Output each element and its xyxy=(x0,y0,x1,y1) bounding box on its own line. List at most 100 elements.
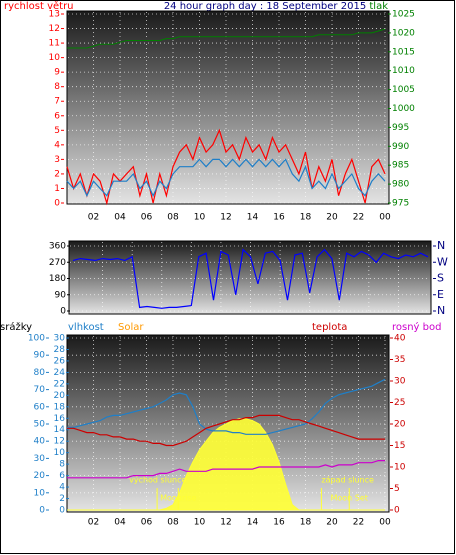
annotation: Moon Set xyxy=(330,494,367,503)
y-tick-label: E xyxy=(437,288,444,301)
y-tick-label: 100 xyxy=(28,334,45,344)
y-tick-label: 12 xyxy=(49,24,60,34)
y-tick-label: 6 xyxy=(59,471,65,481)
x-tick-label: 06 xyxy=(141,213,153,223)
x-tick-label: 00 xyxy=(379,213,391,223)
y-tick-label: 4 xyxy=(59,483,65,493)
y-tick-label: 18 xyxy=(54,402,66,412)
x-tick-label: 22 xyxy=(353,213,364,223)
y-tick-label: 0 xyxy=(54,199,60,209)
y-tick-label: 15 xyxy=(394,441,405,451)
y-tick-label: 0 xyxy=(59,506,65,516)
y-axis-label: srážky xyxy=(0,321,32,333)
y-tick-label: 10 xyxy=(34,488,46,498)
line xyxy=(67,460,385,479)
y-tick-label: 28 xyxy=(54,345,66,355)
y-tick-label: 1015 xyxy=(392,47,415,57)
x-tick-label: 16 xyxy=(273,213,285,223)
x-tick-label: 00 xyxy=(379,518,391,528)
x-tick-label: 16 xyxy=(273,518,285,528)
y-tick-label: 2 xyxy=(59,494,65,504)
y-tick-label: 24 xyxy=(54,368,66,378)
y-tick-label: 30 xyxy=(34,454,46,464)
y-tick-label: 180 xyxy=(49,274,66,284)
x-tick-label: 22 xyxy=(353,518,364,528)
y-tick-label: 12 xyxy=(54,437,65,447)
x-tick-label: 08 xyxy=(167,518,179,528)
y-tick-label: 13 xyxy=(49,10,60,20)
y-tick-label: N xyxy=(437,239,445,252)
y-tick-label: W xyxy=(437,255,448,268)
y-tick-label: 975 xyxy=(392,199,409,209)
y-tick-label: 8 xyxy=(54,82,60,92)
y-tick-label: 70 xyxy=(34,385,46,395)
x-tick-label: 20 xyxy=(326,213,338,223)
x-tick-label: 08 xyxy=(167,213,179,223)
y-tick-label: 0 xyxy=(394,506,400,516)
x-tick-label: 02 xyxy=(88,518,99,528)
y-tick-label: S xyxy=(437,272,444,285)
y-tick-label: 20 xyxy=(34,471,46,481)
y-tick-label: 90 xyxy=(34,351,46,361)
x-tick-label: 14 xyxy=(247,213,259,223)
area xyxy=(67,418,385,511)
y-tick-label: 1025 xyxy=(392,10,415,20)
y-tick-label: 360 xyxy=(49,242,66,252)
y-tick-label: 35 xyxy=(394,355,405,365)
y-tick-label: 80 xyxy=(34,368,46,378)
y-tick-label: 26 xyxy=(54,356,66,366)
y-tick-label: 980 xyxy=(392,180,409,190)
y-tick-label: 3 xyxy=(54,155,60,165)
y-tick-label: 0 xyxy=(60,307,66,317)
line xyxy=(66,158,386,198)
y-tick-label: 10 xyxy=(49,53,61,63)
y-tick-label: 30 xyxy=(54,334,66,344)
y-tick-label: 0 xyxy=(39,506,45,516)
chart-title: 24 hour graph day : 18 September 2015 xyxy=(164,1,366,12)
legend-label: tlak xyxy=(369,1,388,12)
x-tick-label: 04 xyxy=(114,213,126,223)
y-tick-label: N xyxy=(437,304,445,317)
x-tick-label: 18 xyxy=(300,213,312,223)
y-tick-label: 50 xyxy=(34,420,46,430)
x-tick-label: 14 xyxy=(247,518,259,528)
y-tick-label: 1020 xyxy=(392,28,415,38)
y-tick-label: 30 xyxy=(394,377,406,387)
y-tick-label: 995 xyxy=(392,123,409,133)
y-tick-label: 25 xyxy=(394,398,405,408)
legend-label: Solar xyxy=(118,322,144,333)
x-tick-label: 20 xyxy=(326,518,338,528)
y-tick-label: 9 xyxy=(54,68,60,78)
y-tick-label: 5 xyxy=(54,126,60,136)
y-tick-label: 4 xyxy=(54,140,60,150)
legend-label: vlhkost xyxy=(68,322,104,333)
y-tick-label: 90 xyxy=(55,290,67,300)
y-tick-label: 990 xyxy=(392,142,409,152)
y-tick-label: 22 xyxy=(54,379,65,389)
y-tick-label: 985 xyxy=(392,161,409,171)
legend-label: teplota xyxy=(312,322,347,333)
x-tick-label: 04 xyxy=(114,518,126,528)
y-tick-label: 1010 xyxy=(392,66,415,76)
plot-area xyxy=(68,240,432,315)
x-tick-label: 02 xyxy=(88,213,99,223)
y-tick-label: 14 xyxy=(54,425,66,435)
y-tick-label: 7 xyxy=(54,97,60,107)
y-tick-label: 20 xyxy=(54,391,66,401)
legend-label: rychlost větru xyxy=(4,0,74,12)
y-tick-label: 5 xyxy=(394,484,400,494)
y-tick-label: 40 xyxy=(394,334,406,344)
x-tick-label: 06 xyxy=(141,518,153,528)
legend-label: rosný bod xyxy=(392,321,441,333)
x-tick-label: 12 xyxy=(220,213,231,223)
y-tick-label: 8 xyxy=(59,460,65,470)
x-tick-label: 18 xyxy=(300,518,312,528)
line xyxy=(67,28,386,49)
x-tick-label: 12 xyxy=(220,518,231,528)
y-tick-label: 1000 xyxy=(392,104,415,114)
y-tick-label: 270 xyxy=(49,258,66,268)
y-tick-label: 2 xyxy=(54,169,60,179)
y-tick-label: 6 xyxy=(54,111,60,121)
x-tick-label: 10 xyxy=(194,518,206,528)
